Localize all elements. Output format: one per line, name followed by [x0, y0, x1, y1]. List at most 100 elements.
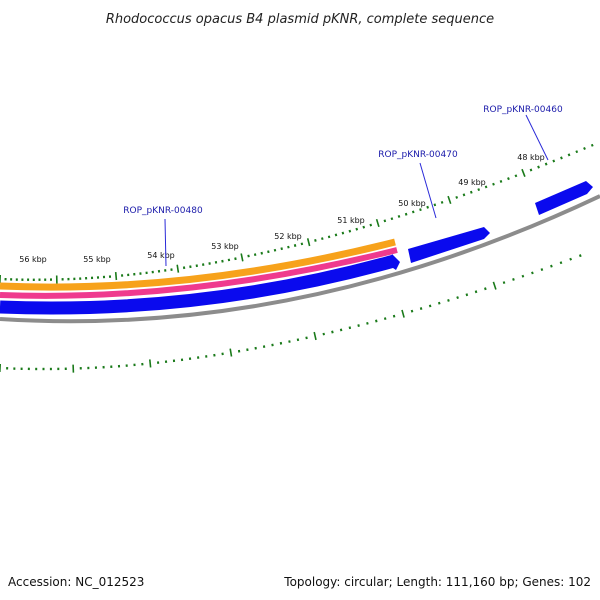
minor-tick — [507, 177, 510, 181]
minor-tick — [455, 195, 459, 199]
minor-tick — [411, 210, 415, 214]
minor-tick — [383, 317, 387, 321]
minor-tick — [437, 301, 441, 305]
gene-label[interactable]: ROP_pKNR-00480 — [123, 206, 203, 216]
major-tick — [521, 168, 526, 177]
minor-tick — [392, 314, 396, 318]
kbp-label: 50 kbp — [398, 199, 426, 208]
gene-leader-line — [525, 114, 549, 161]
minor-tick — [552, 159, 556, 163]
minor-tick — [426, 205, 429, 209]
minor-tick — [327, 235, 331, 239]
minor-tick — [383, 219, 387, 223]
gene-arrowhead — [390, 254, 400, 270]
minor-tick — [456, 296, 459, 300]
minor-tick — [366, 321, 369, 325]
minor-tick — [419, 307, 423, 310]
map-title: Rhodococcus opacus B4 plasmid pKNR, comp… — [106, 12, 494, 27]
minor-tick — [348, 326, 352, 330]
major-tick — [229, 348, 233, 357]
kbp-label: 54 kbp — [147, 251, 175, 260]
minor-tick — [341, 231, 345, 235]
minor-tick — [447, 299, 450, 302]
minor-tick — [247, 254, 250, 258]
major-tick — [313, 331, 317, 341]
gene-arrow[interactable] — [535, 181, 593, 215]
minor-tick — [390, 217, 394, 221]
minor-tick — [355, 227, 359, 231]
minor-tick — [428, 304, 432, 308]
major-tick — [149, 359, 152, 368]
minor-tick — [375, 319, 378, 323]
pink-feature-track[interactable] — [0, 247, 398, 299]
gene-leader-line — [164, 218, 167, 267]
minor-tick — [293, 244, 297, 247]
gene-label[interactable]: ROP_pKNR-00460 — [483, 105, 563, 115]
minor-tick — [575, 150, 579, 154]
minor-tick — [531, 271, 534, 275]
minor-tick — [583, 146, 586, 151]
minor-tick — [512, 278, 515, 281]
minor-tick — [537, 165, 540, 169]
minor-tick — [296, 338, 300, 342]
kbp-label: 52 kbp — [274, 232, 302, 241]
minor-tick — [287, 245, 290, 249]
minor-tick — [369, 223, 373, 227]
minor-tick — [267, 250, 270, 254]
major-tick — [306, 238, 311, 247]
kbp-label: 53 kbp — [211, 242, 239, 251]
minor-tick — [578, 254, 582, 258]
minor-tick — [334, 233, 338, 237]
kbp-label: 48 kbp — [517, 153, 545, 162]
minor-tick — [339, 328, 343, 332]
major-tick — [176, 264, 180, 273]
minor-tick — [499, 179, 503, 183]
summary-text: Topology: circular; Length: 111,160 bp; … — [283, 575, 591, 589]
minor-tick — [362, 225, 366, 229]
minor-tick — [305, 336, 308, 340]
minor-tick — [544, 162, 548, 166]
gene-label[interactable]: ROP_pKNR-00470 — [378, 150, 458, 160]
gene-arrow[interactable] — [408, 227, 490, 263]
minor-tick — [321, 237, 324, 241]
inner-tick-ring — [0, 254, 582, 373]
backbone-circle — [0, 194, 600, 324]
minor-tick — [404, 212, 408, 216]
minor-tick — [234, 257, 237, 261]
minor-tick — [462, 193, 466, 197]
major-tick — [375, 218, 380, 228]
major-tick — [114, 272, 118, 281]
minor-tick — [559, 261, 563, 265]
minor-tick — [322, 332, 325, 336]
minor-tick — [331, 330, 334, 334]
minor-tick — [484, 185, 488, 189]
minor-tick — [419, 208, 422, 212]
kbp-label: 55 kbp — [83, 255, 111, 264]
minor-tick — [502, 281, 506, 285]
major-tick — [492, 281, 497, 290]
minor-tick — [529, 168, 533, 172]
minor-tick — [300, 242, 304, 246]
minor-tick — [560, 156, 563, 160]
kbp-label: 51 kbp — [337, 216, 365, 225]
minor-tick — [280, 247, 283, 251]
minor-tick — [465, 293, 469, 297]
major-tick — [447, 195, 452, 204]
minor-tick — [288, 340, 291, 343]
orange-feature-track[interactable] — [0, 238, 396, 291]
gene-arrow[interactable] — [0, 254, 396, 315]
minor-tick — [227, 258, 231, 262]
minor-tick — [469, 190, 473, 194]
gene-leader-line — [419, 162, 437, 219]
major-tick — [401, 309, 405, 318]
minor-tick — [348, 229, 352, 233]
minor-tick — [477, 188, 481, 192]
minor-tick — [514, 174, 518, 178]
minor-tick — [397, 214, 401, 218]
accession-text: Accession: NC_012523 — [8, 575, 144, 589]
kbp-label: 49 kbp — [458, 178, 486, 187]
minor-tick — [540, 268, 544, 272]
minor-tick — [440, 200, 444, 204]
minor-tick — [314, 238, 317, 242]
